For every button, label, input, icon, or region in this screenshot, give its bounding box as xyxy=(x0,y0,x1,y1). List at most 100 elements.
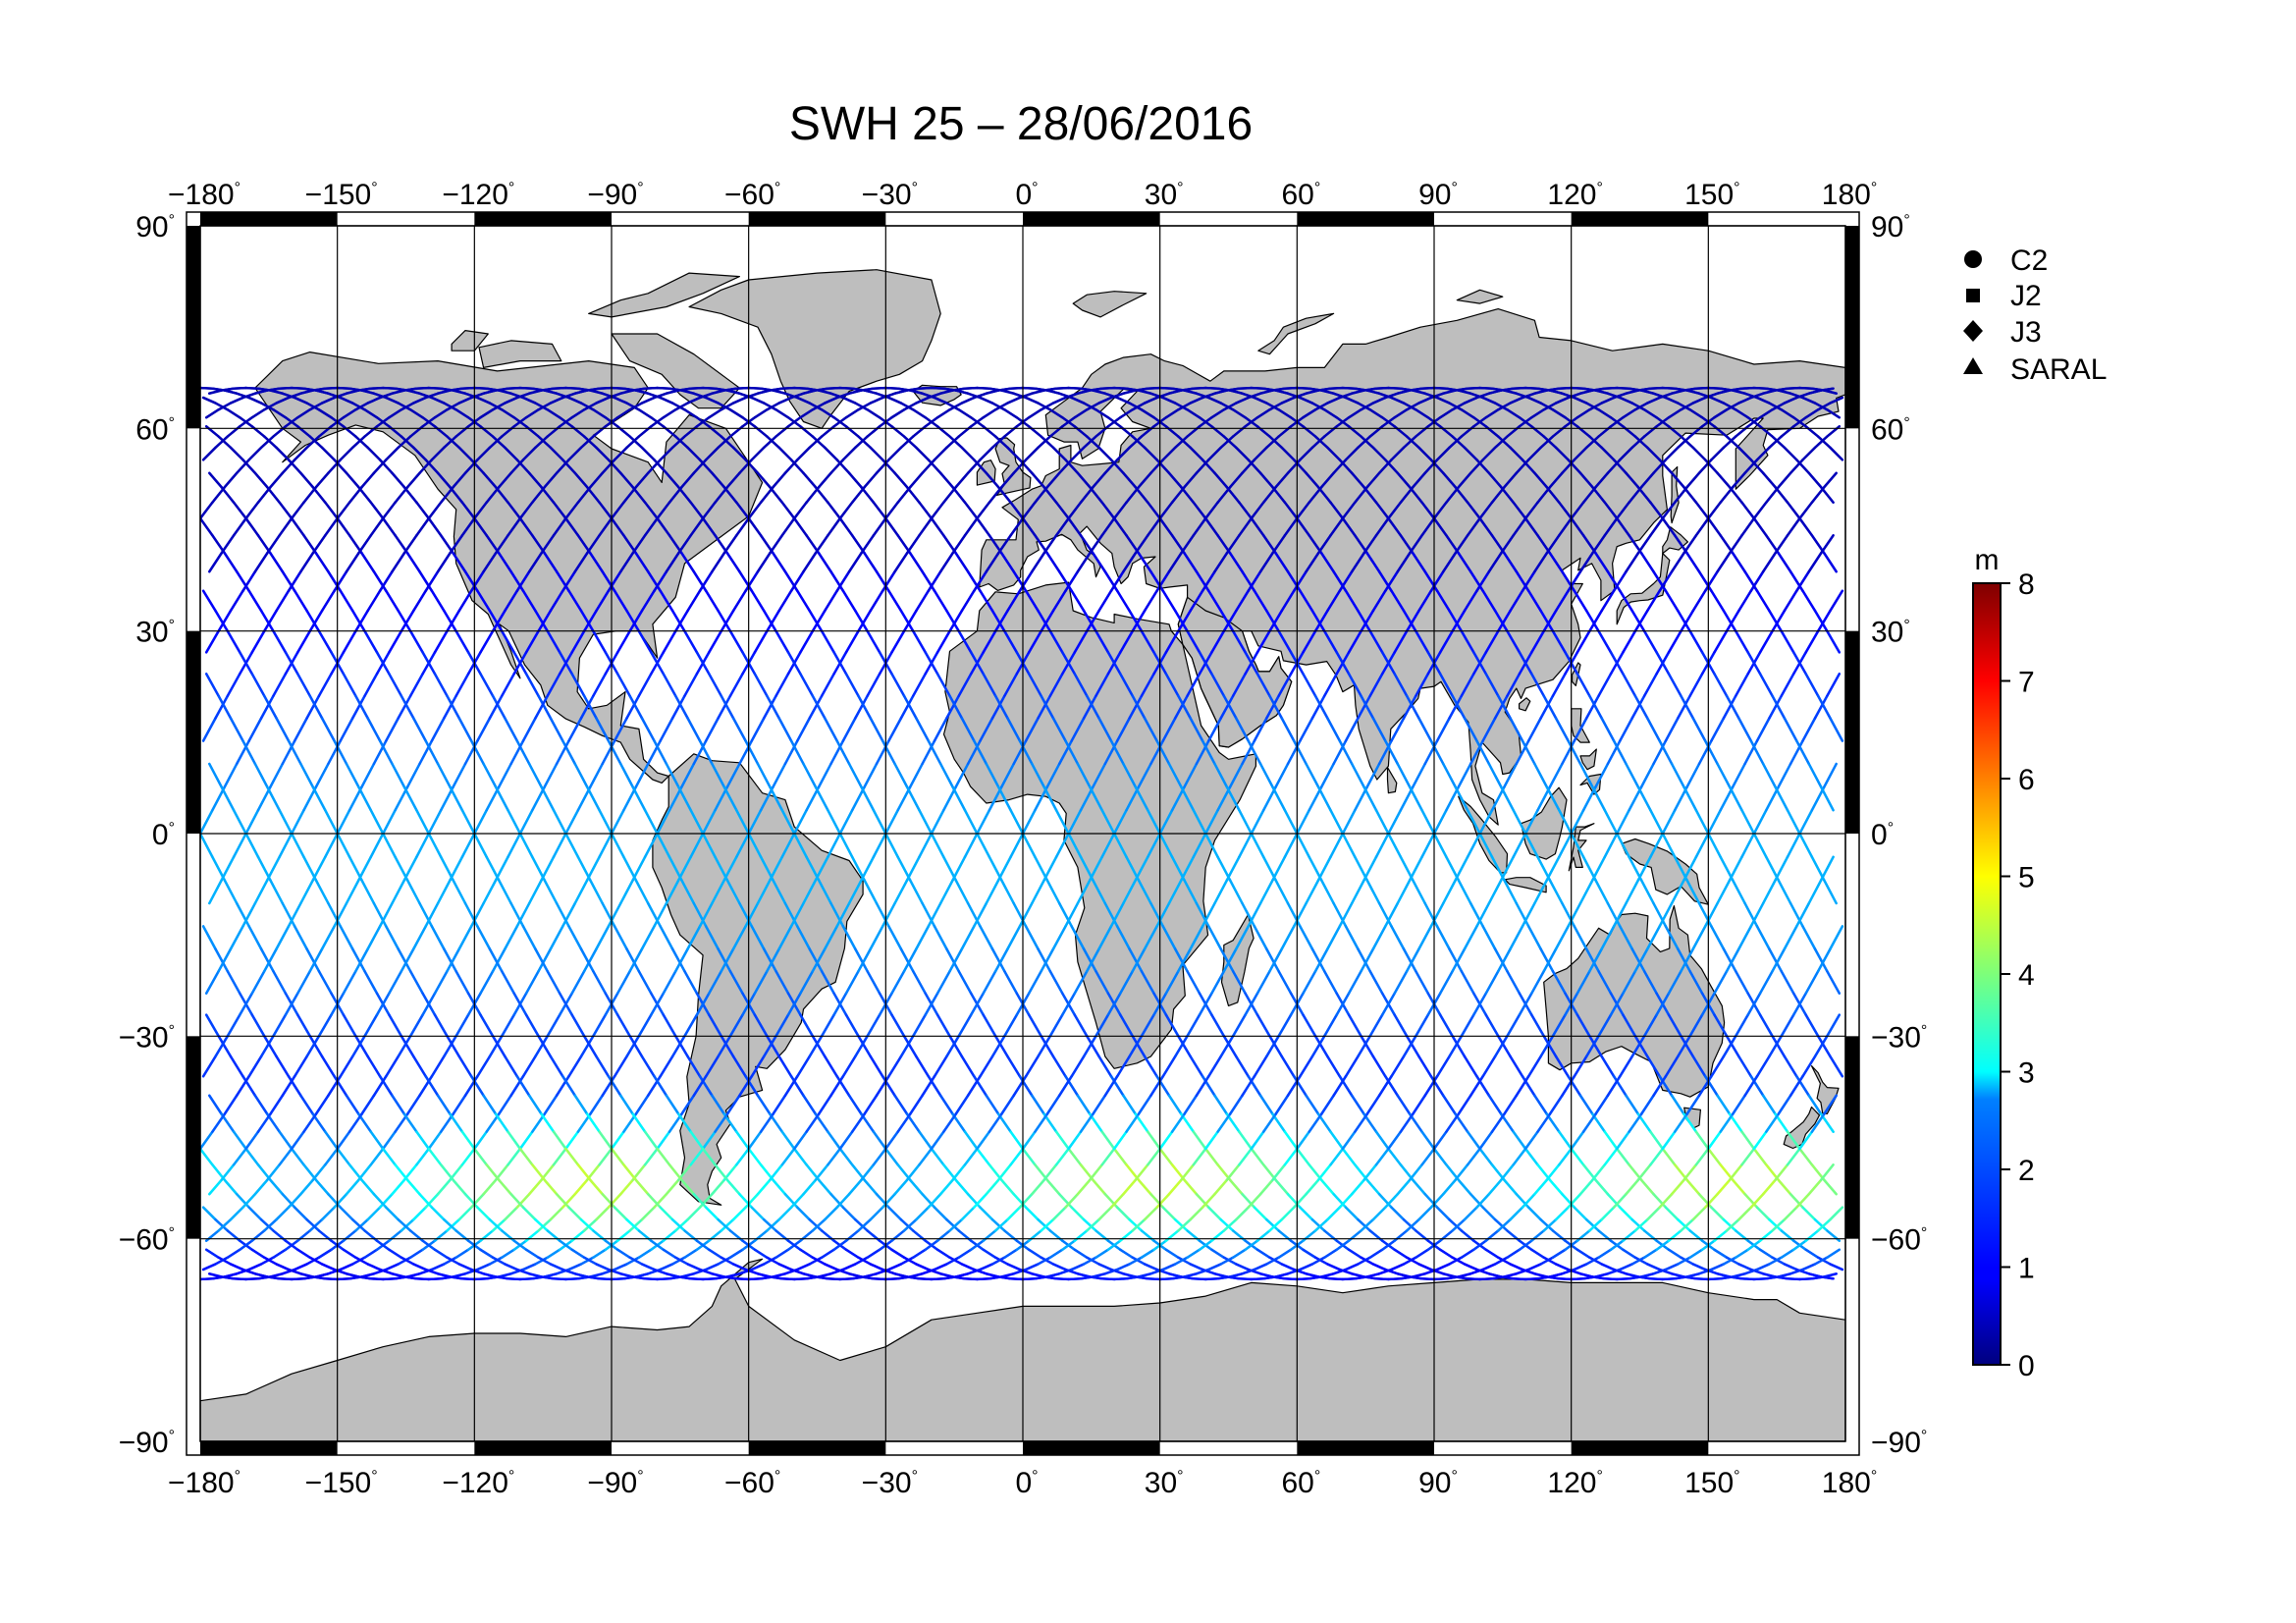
track-segment xyxy=(993,1256,1009,1266)
track-segment xyxy=(766,1034,780,1058)
track-segment xyxy=(884,501,899,520)
track-segment xyxy=(430,1263,446,1271)
track-segment xyxy=(570,970,586,995)
track-segment xyxy=(686,717,702,742)
track-segment xyxy=(857,1034,872,1058)
track-segment xyxy=(783,901,799,928)
track-segment xyxy=(747,501,763,520)
track-segment xyxy=(643,809,659,836)
track-segment xyxy=(847,552,863,573)
track-segment xyxy=(607,739,622,766)
track-segment xyxy=(601,570,616,592)
track-segment xyxy=(476,1055,492,1078)
track-segment xyxy=(829,1192,845,1209)
track-segment xyxy=(890,1248,906,1259)
track-segment xyxy=(985,389,1000,395)
track-segment xyxy=(722,855,738,882)
track-segment xyxy=(1009,386,1025,390)
track-segment xyxy=(616,970,631,995)
track-segment xyxy=(360,1272,376,1278)
track-segment xyxy=(515,739,531,766)
track-segment xyxy=(985,1272,1000,1278)
track-segment xyxy=(385,1263,400,1271)
track-segment xyxy=(317,408,333,419)
track-segment xyxy=(966,459,982,474)
landmass-severnaya-zemlya xyxy=(1456,289,1504,304)
track-segment xyxy=(290,1277,305,1281)
track-segment xyxy=(345,471,360,489)
track-segment xyxy=(613,589,628,613)
track-segment xyxy=(650,651,665,676)
track-segment xyxy=(677,785,692,812)
track-segment xyxy=(259,402,275,411)
track-segment xyxy=(670,947,686,973)
track-segment xyxy=(701,832,717,858)
track-segment xyxy=(1051,396,1067,405)
track-segment xyxy=(336,1277,351,1281)
track-segment xyxy=(711,1094,725,1115)
track-segment xyxy=(223,389,239,395)
track-segment xyxy=(918,1130,934,1151)
track-segment xyxy=(537,947,553,973)
track-segment xyxy=(443,609,457,633)
track-segment xyxy=(1006,1263,1022,1271)
track-segment xyxy=(382,386,397,390)
track-segment xyxy=(1100,386,1116,390)
track-segment xyxy=(397,402,412,411)
track-segment xyxy=(948,1256,964,1266)
track-segment xyxy=(708,1013,722,1038)
track-segment xyxy=(424,1192,440,1209)
track-segment xyxy=(674,1034,689,1058)
track-segment xyxy=(863,1178,879,1196)
track-segment xyxy=(504,1206,518,1221)
landmass-arabia-fill xyxy=(1177,596,1293,748)
track-segment xyxy=(1040,402,1055,411)
track-segment xyxy=(244,386,260,390)
track-segment xyxy=(369,1147,385,1166)
track-segment xyxy=(552,809,567,836)
track-segment xyxy=(935,408,951,419)
track-segment xyxy=(570,673,586,697)
satellite-track xyxy=(290,386,1025,1281)
track-segment xyxy=(320,1206,336,1221)
landmass-java xyxy=(1504,877,1547,893)
track-segment xyxy=(821,673,835,697)
track-segment xyxy=(653,901,668,928)
track-segment xyxy=(564,832,580,858)
track-segment xyxy=(918,1277,934,1281)
track-segment xyxy=(317,1248,333,1259)
track-segment xyxy=(366,1206,382,1221)
track-segment xyxy=(378,459,394,474)
track-segment xyxy=(711,762,725,788)
track-segment xyxy=(524,673,540,697)
track-segment xyxy=(817,1178,832,1196)
track-segment xyxy=(915,396,930,405)
track-segment xyxy=(783,459,799,474)
track-segment xyxy=(305,402,321,411)
track-segment xyxy=(586,855,601,882)
track-segment xyxy=(747,832,763,858)
landmass-hainan xyxy=(1518,697,1531,712)
track-segment xyxy=(821,970,835,995)
track-segment xyxy=(454,1013,470,1038)
track-segment xyxy=(683,673,699,697)
track-segment xyxy=(659,717,674,742)
track-segment xyxy=(902,402,918,411)
track-segment xyxy=(378,1192,394,1209)
track-segment xyxy=(405,1094,421,1115)
track-segment xyxy=(902,1256,918,1266)
track-segment xyxy=(887,1206,903,1221)
track-segment xyxy=(200,1277,214,1281)
track-segment xyxy=(854,435,869,450)
track-segment xyxy=(400,1217,415,1232)
track-segment xyxy=(573,879,589,905)
track-segment xyxy=(446,435,460,450)
track-segment xyxy=(589,552,604,573)
track-segment xyxy=(610,832,625,858)
track-segment xyxy=(625,1034,641,1058)
track-segment xyxy=(515,459,531,474)
track-segment xyxy=(366,446,382,461)
track-segment xyxy=(857,609,872,633)
track-segment xyxy=(482,471,498,489)
track-segment xyxy=(893,552,909,573)
